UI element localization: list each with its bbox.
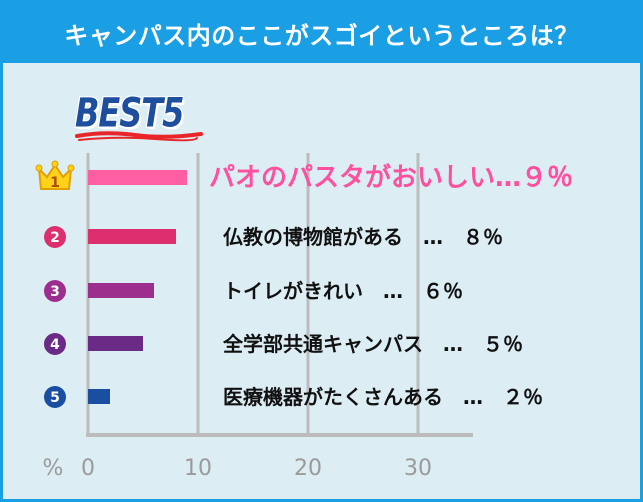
rank-number-3: 3 bbox=[50, 284, 60, 300]
crown-jewel-left bbox=[35, 164, 43, 172]
data-label-rank-2: 仏教の博物館がある … ８％ bbox=[223, 225, 503, 249]
rank-number-5: 5 bbox=[50, 390, 60, 406]
data-label-rank-3: トイレがきれい … ６％ bbox=[223, 279, 463, 303]
best5-underline bbox=[75, 131, 203, 142]
rank-number-2: 2 bbox=[50, 230, 60, 246]
rank-circle-2 bbox=[44, 226, 66, 248]
rank-circle-4 bbox=[44, 333, 66, 355]
x-tick-label-30: 30 bbox=[404, 456, 432, 481]
x-tick-label-10: 10 bbox=[184, 456, 212, 481]
best5-badge: BEST5 bbox=[75, 89, 184, 137]
bar-rank-2 bbox=[88, 229, 176, 244]
rank-number-4: 4 bbox=[50, 337, 60, 353]
rank-circle-3 bbox=[44, 280, 66, 302]
bar-rank-4 bbox=[88, 336, 143, 351]
x-unit-label: % bbox=[43, 456, 64, 481]
chart-title: キャンパス内のここがスゴイというところは？ bbox=[3, 3, 640, 63]
data-label-rank-1: パオのパスタがおいしい…９％ bbox=[209, 163, 574, 193]
rank-circle-5 bbox=[44, 386, 66, 408]
x-tick-label-20: 20 bbox=[294, 456, 322, 481]
bar-rank-1 bbox=[88, 170, 187, 185]
data-label-rank-5: 医療機器がたくさんある … ２％ bbox=[223, 385, 543, 409]
rank-number-1: 1 bbox=[50, 175, 60, 191]
bar-chart: 0 10 20 30% 1 2 3 4 5 bbox=[35, 153, 473, 481]
crown-jewel-center bbox=[51, 160, 59, 168]
x-tick-label-0: 0 bbox=[81, 456, 95, 481]
crown-jewel-right bbox=[67, 164, 75, 172]
data-label-rank-4: 全学部共通キャンパス … ５％ bbox=[223, 332, 523, 356]
bar-rank-5 bbox=[88, 389, 110, 404]
bar-rank-3 bbox=[88, 283, 154, 298]
